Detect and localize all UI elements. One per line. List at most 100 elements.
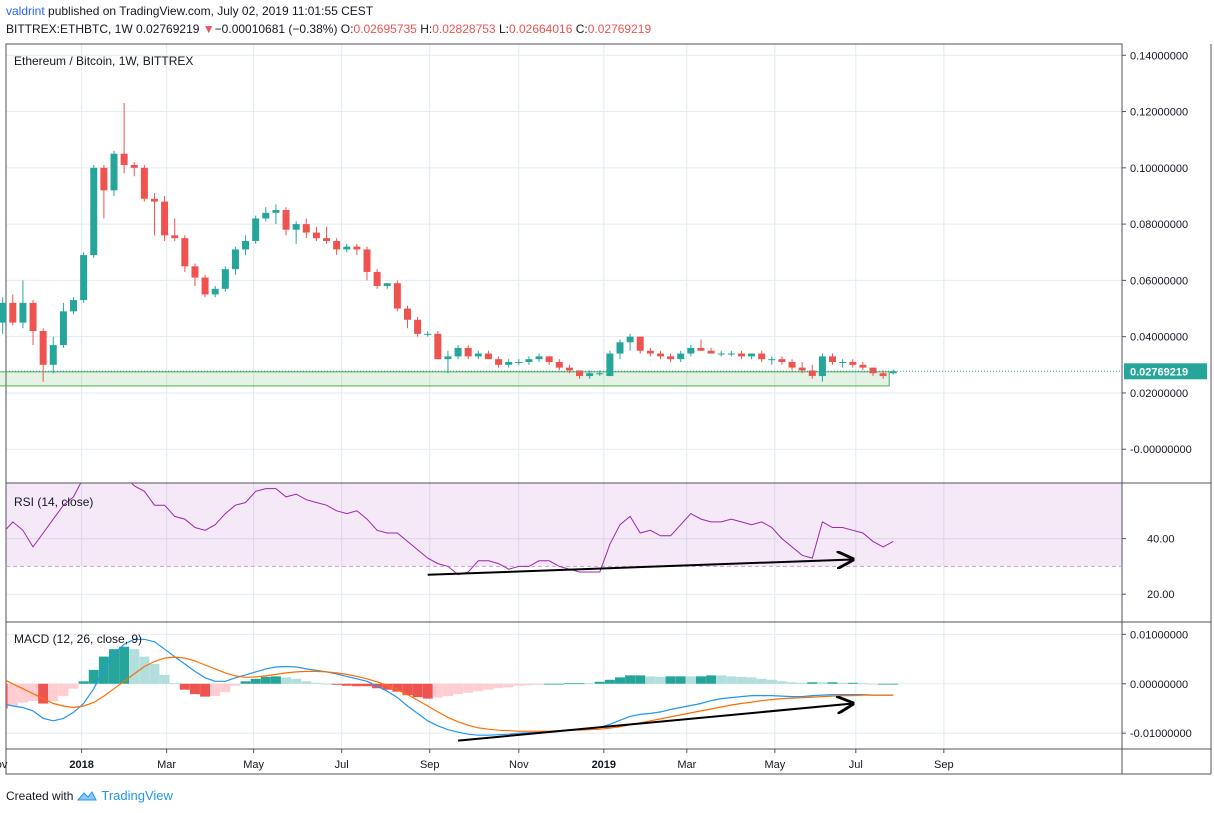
price-pane-title: Ethereum / Bitcoin, 1W, BITTREX — [14, 54, 193, 68]
rsi-pane-title: RSI (14, close) — [14, 495, 93, 509]
candle-body — [484, 353, 492, 360]
down-arrow-icon: ▼ — [202, 22, 215, 36]
candle-body — [758, 353, 766, 360]
macd-histogram-bar — [726, 676, 737, 684]
macd-histogram-bar — [220, 683, 231, 693]
created-with-label: Created with — [6, 788, 74, 803]
candle-body — [616, 342, 624, 354]
macd-histogram-bar — [270, 676, 281, 684]
candle-body — [19, 302, 27, 323]
high-label: H: — [420, 22, 433, 36]
candle-body — [576, 370, 584, 377]
candle-body — [808, 370, 816, 377]
grid-lines — [6, 44, 1122, 749]
tradingview-logo-icon — [77, 790, 98, 800]
candle-body — [717, 353, 725, 355]
time-tick-label: Jul — [849, 759, 863, 771]
macd-tick-label: 0.00000000 — [1130, 679, 1188, 691]
macd-histogram-bar — [291, 678, 302, 684]
candle-body — [191, 266, 199, 278]
candle-body — [110, 153, 118, 191]
candle-body — [869, 367, 877, 374]
candle-body — [768, 359, 776, 361]
time-tick-label: Sep — [420, 759, 440, 771]
macd-histogram-bar — [483, 683, 494, 690]
macd-histogram-bar — [635, 675, 646, 684]
candle-body — [565, 367, 573, 371]
candle-body — [839, 361, 847, 363]
macd-histogram-bar — [402, 683, 413, 696]
macd-histogram-bar — [422, 683, 433, 699]
candle-body — [353, 246, 361, 250]
macd-histogram-bar — [888, 683, 899, 685]
macd-histogram-bar — [442, 683, 453, 697]
symbol-line: BITTREX:ETHBTC, 1W 0.02769219 ▼−0.000106… — [6, 22, 651, 36]
candles — [0, 103, 897, 382]
macd-axis: 0.01000000 0.00000000 -0.01000000 — [1122, 629, 1192, 740]
macd-histogram-bar — [615, 677, 625, 684]
rsi-band — [6, 483, 1122, 567]
rsi-tick-label: 40.00 — [1147, 534, 1175, 546]
tradingview-brand[interactable]: TradingView — [101, 788, 173, 803]
time-tick-label: Jul — [335, 759, 349, 771]
macd-histogram-bar — [827, 682, 838, 684]
macd-histogram-bar — [746, 677, 757, 684]
candle-body — [181, 238, 189, 267]
price-tick-label: -0.00000000 — [1130, 444, 1192, 456]
price-tick-label: 0.02000000 — [1130, 388, 1188, 400]
macd-histogram-bar — [797, 682, 808, 684]
candle-body — [636, 336, 644, 351]
candle-body — [49, 345, 57, 365]
candle-body — [100, 167, 108, 191]
candle-body — [262, 212, 270, 219]
candle-body — [707, 350, 715, 354]
macd-histogram-bar — [736, 676, 747, 684]
macd-histogram-bar — [554, 683, 565, 685]
close-label: C: — [575, 22, 588, 36]
footer: Created with TradingView — [6, 788, 173, 803]
macd-histogram-bar — [584, 683, 595, 685]
candle-body — [59, 311, 67, 346]
open-label: O: — [340, 22, 354, 36]
macd-histogram-bar — [362, 683, 372, 687]
candle-body — [788, 361, 796, 368]
time-tick-label: May — [243, 759, 264, 771]
price-tick-label: 0.12000000 — [1130, 107, 1188, 119]
candle-body — [333, 240, 341, 250]
macd-histogram-bar — [331, 683, 342, 685]
macd-histogram-bar — [28, 683, 39, 702]
publish-line: valdrint published on TradingView.com, J… — [6, 4, 373, 18]
candle-body — [444, 356, 452, 360]
time-tick-label: May — [764, 759, 785, 771]
macd-histogram-bar — [210, 683, 221, 697]
macd-histogram-bar — [716, 675, 727, 684]
candle-body — [505, 361, 513, 365]
author-link[interactable]: valdrint — [6, 4, 45, 18]
candle-body — [464, 347, 472, 357]
candle-body — [29, 302, 37, 332]
macd-histogram-bar — [706, 675, 717, 684]
time-tick-label: 2019 — [592, 759, 616, 771]
candle-body — [555, 361, 563, 368]
candle-body — [90, 167, 98, 256]
candle-body — [343, 246, 351, 250]
macd-histogram-bar — [655, 676, 666, 684]
candle-body — [120, 153, 128, 166]
macd-histogram-bar — [169, 683, 180, 685]
macd-histogram-bar — [868, 683, 878, 685]
candle-body — [626, 336, 634, 343]
macd-histogram-bar — [392, 683, 403, 692]
candle-body — [454, 347, 462, 357]
candle-body — [849, 361, 857, 365]
macd-histogram-bar — [503, 683, 514, 688]
candle-body — [818, 356, 826, 377]
time-tick-label: Mar — [157, 759, 176, 771]
macd-histogram-bar — [695, 676, 706, 684]
candle-body — [393, 283, 401, 309]
macd-histogram-bar — [847, 682, 858, 684]
macd-histogram-bar — [685, 676, 696, 684]
macd-histogram-bar — [594, 681, 605, 684]
macd-histogram-bar — [129, 649, 140, 684]
macd-histogram-bar — [189, 683, 200, 695]
